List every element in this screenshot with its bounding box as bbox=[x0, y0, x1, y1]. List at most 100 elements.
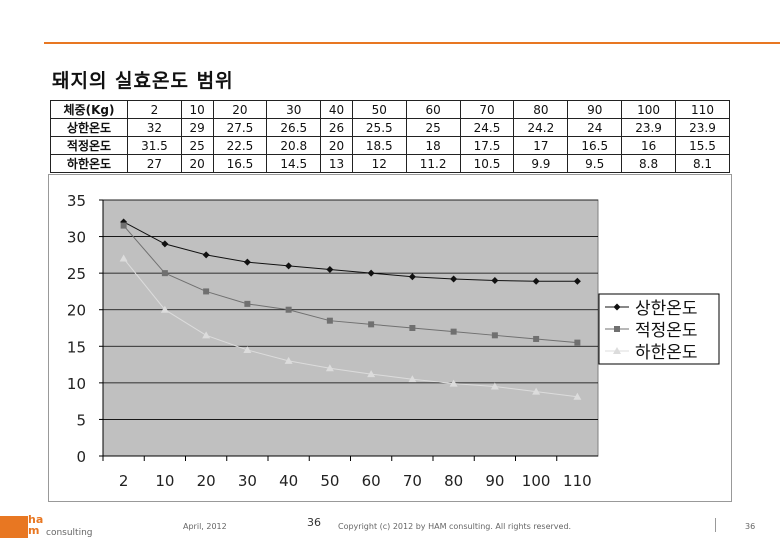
y-tick-label: 5 bbox=[76, 411, 86, 429]
table-cell: 20 bbox=[320, 136, 353, 155]
table-cell: 26.5 bbox=[266, 118, 322, 137]
plot-area bbox=[102, 199, 599, 457]
table-header-row: 체중(Kg) 2 10 20 30 40 50 60 70 80 90 100 110 bbox=[50, 100, 730, 119]
legend-marker bbox=[614, 326, 620, 332]
x-tick-label: 10 bbox=[155, 472, 174, 490]
footer-date: April, 2012 bbox=[183, 522, 227, 531]
table-cell: 14.5 bbox=[266, 154, 322, 173]
slide-number: 36 bbox=[307, 516, 321, 529]
table-cell: 23.9 bbox=[675, 118, 730, 137]
table-cell: 24.5 bbox=[459, 118, 515, 137]
table-cell: 13 bbox=[320, 154, 353, 173]
x-tick-label: 2 bbox=[119, 472, 129, 490]
x-tick-label: 80 bbox=[444, 472, 463, 490]
table-cell: 27.5 bbox=[212, 118, 268, 137]
table-cell: 20 bbox=[180, 154, 214, 173]
legend-label: 하한온도 bbox=[635, 343, 698, 363]
table-cell: 60 bbox=[405, 100, 461, 119]
table-cell: 16 bbox=[621, 136, 677, 155]
table-cell: 26 bbox=[320, 118, 353, 137]
table-cell: 20.8 bbox=[266, 136, 322, 155]
data-point bbox=[491, 276, 499, 284]
x-tick-label: 60 bbox=[362, 472, 381, 490]
series-line-3 bbox=[123, 258, 578, 398]
table-cell: 31.5 bbox=[127, 136, 182, 155]
data-point bbox=[119, 254, 128, 262]
table-row-header: 적정온도 bbox=[50, 136, 128, 155]
data-point bbox=[533, 335, 540, 342]
table-cell: 10.5 bbox=[459, 154, 515, 173]
legend-marker bbox=[613, 347, 621, 354]
logo-mark bbox=[0, 516, 28, 538]
line-chart: 0 5 10 15 20 25 30 35 2 10 20 30 40 50 60 70 80 90 100 110 상… bbox=[67, 192, 720, 490]
table-cell: 24 bbox=[567, 118, 623, 137]
table-cell: 23.9 bbox=[621, 118, 677, 137]
x-tick-label: 70 bbox=[403, 472, 422, 490]
table-cell: 22.5 bbox=[212, 136, 268, 155]
data-point bbox=[573, 392, 582, 400]
series-line-2 bbox=[123, 225, 578, 344]
x-tick-label: 30 bbox=[238, 472, 257, 490]
table-cell: 80 bbox=[513, 100, 569, 119]
table-cell: 2 bbox=[127, 100, 182, 119]
table-row-header: 하한온도 bbox=[50, 154, 128, 173]
table-cell: 40 bbox=[320, 100, 353, 119]
data-point bbox=[284, 356, 293, 364]
x-tick-label: 20 bbox=[197, 472, 216, 490]
legend-marker bbox=[613, 303, 621, 311]
x-tick-label: 40 bbox=[279, 472, 298, 490]
table-cell: 27 bbox=[127, 154, 182, 173]
y-tick-label: 35 bbox=[67, 192, 86, 210]
x-tick-label: 100 bbox=[522, 472, 551, 490]
y-tick-label: 20 bbox=[67, 302, 86, 320]
footer-page-number: 36 bbox=[745, 522, 756, 531]
x-tick-label: 110 bbox=[563, 472, 592, 490]
table-cell: 17.5 bbox=[459, 136, 515, 155]
data-point bbox=[450, 328, 457, 335]
x-tick-label: 50 bbox=[320, 472, 339, 490]
data-point bbox=[409, 325, 416, 331]
data-point bbox=[532, 277, 540, 285]
table-cell: 25 bbox=[180, 136, 214, 155]
data-point bbox=[161, 240, 169, 248]
logo-text-bottom: m bbox=[28, 524, 40, 537]
footer-copyright: Copyright (c) 2012 by HAM consulting. Al… bbox=[338, 522, 572, 531]
table-cell: 11.2 bbox=[405, 154, 461, 173]
data-point bbox=[532, 387, 541, 395]
table-cell: 90 bbox=[567, 100, 623, 119]
data-point bbox=[367, 370, 376, 378]
y-tick-label: 0 bbox=[76, 448, 86, 466]
table-cell: 29 bbox=[180, 118, 214, 137]
top-accent-rule bbox=[44, 42, 780, 44]
data-point bbox=[285, 306, 292, 313]
legend-label: 적정온도 bbox=[635, 321, 698, 341]
table-cell: 110 bbox=[675, 100, 730, 119]
data-point bbox=[367, 269, 375, 277]
table-cell: 16.5 bbox=[212, 154, 268, 173]
table-cell: 100 bbox=[621, 100, 677, 119]
lower-temp-row: 하한온도 27 20 16.5 14.5 13 12 11.2 10.5 9.9 9.5 8.8 8.1 bbox=[50, 154, 730, 173]
y-tick-label: 25 bbox=[67, 265, 86, 283]
data-point bbox=[243, 345, 252, 353]
legend-label: 상한온도 bbox=[635, 299, 698, 319]
logo-text-top: ha bbox=[28, 513, 44, 526]
table-cell: 18.5 bbox=[351, 136, 407, 155]
data-point bbox=[243, 258, 251, 266]
data-point bbox=[573, 277, 581, 285]
table-cell: 18 bbox=[405, 136, 461, 155]
data-point bbox=[120, 222, 127, 229]
table-cell: 10 bbox=[180, 100, 214, 119]
temperature-table: 체중(Kg) 2 10 20 30 40 50 60 70 80 90 100 110 상한온도 32 29 2… bbox=[50, 100, 730, 173]
data-point bbox=[408, 375, 417, 383]
table-cell: 9.9 bbox=[513, 154, 569, 173]
y-tick-label: 15 bbox=[67, 338, 86, 356]
table-cell: 17 bbox=[513, 136, 569, 155]
series-line-1 bbox=[123, 221, 578, 282]
footer-separator bbox=[715, 518, 716, 532]
data-point bbox=[202, 331, 211, 339]
table-row-header: 상한온도 bbox=[50, 118, 128, 137]
data-point bbox=[326, 317, 333, 324]
table-cell: 20 bbox=[212, 100, 268, 119]
table-cell: 30 bbox=[266, 100, 322, 119]
table-cell: 15.5 bbox=[675, 136, 730, 155]
